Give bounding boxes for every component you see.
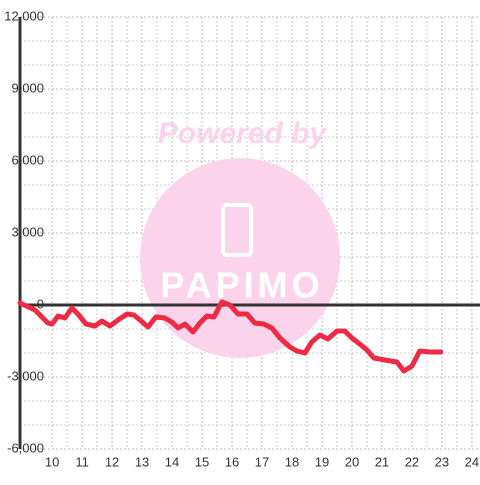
watermark-icon [221, 203, 253, 257]
data-line [17, 299, 444, 374]
x-tick-label: 22 [405, 454, 419, 469]
x-tick-label: 20 [345, 454, 359, 469]
watermark-text: Powered by [158, 117, 328, 150]
y-tick-label: 3,000 [11, 224, 44, 239]
x-tick-label: 16 [225, 454, 239, 469]
x-tick-label: 11 [75, 454, 89, 469]
x-tick-label: 10 [45, 454, 59, 469]
x-tick-label: 18 [285, 454, 299, 469]
watermark-circle [140, 158, 340, 358]
x-tick-label: 12 [105, 454, 119, 469]
y-tick-label: 9,000 [11, 80, 44, 95]
x-tick-label: 13 [135, 454, 149, 469]
y-tick-label: 12,000 [4, 8, 44, 23]
x-tick-label: 17 [255, 454, 269, 469]
x-tick-label: 24 [465, 454, 479, 469]
y-tick-label: -3,000 [7, 368, 44, 383]
watermark-logo: PAPIMO [160, 265, 323, 306]
x-tick-label: 15 [195, 454, 209, 469]
x-tick-label: 23 [435, 454, 449, 469]
x-tick-label: 19 [315, 454, 329, 469]
y-tick-label: 6,000 [11, 152, 44, 167]
watermark: Powered by PAPIMO [140, 117, 340, 358]
x-tick-label: 14 [165, 454, 179, 469]
x-tick-label: 21 [375, 454, 389, 469]
y-tick-label: -6,000 [7, 440, 44, 455]
